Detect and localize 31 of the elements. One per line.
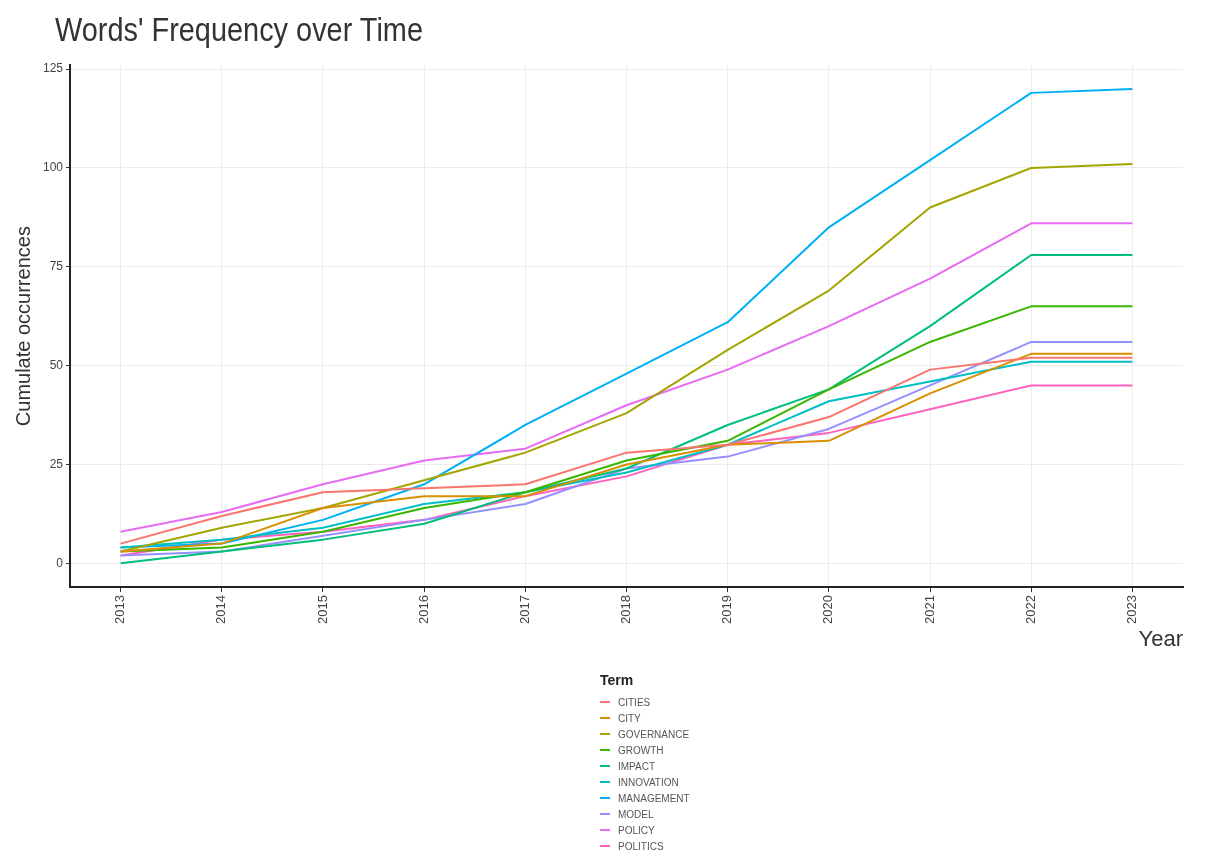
x-tick-label: 2013 xyxy=(112,595,128,624)
legend-title: Term xyxy=(600,672,635,688)
legend-label: CITY xyxy=(618,712,641,724)
legend-label: IMPACT xyxy=(618,760,656,772)
y-axis-title: Cumulate occurrences xyxy=(11,226,34,427)
x-tick-label: 2018 xyxy=(618,595,634,624)
x-tick-label: 2022 xyxy=(1022,595,1038,624)
x-tick-label: 2023 xyxy=(1123,595,1139,624)
x-tick-label: 2014 xyxy=(213,595,229,624)
y-tick-label: 75 xyxy=(49,259,64,274)
legend-label: GOVERNANCE xyxy=(618,728,690,740)
x-tick-label: 2015 xyxy=(314,595,330,624)
y-tick-label: 0 xyxy=(56,555,64,570)
legend-label: MODEL xyxy=(618,808,654,820)
x-tick-label: 2020 xyxy=(820,595,836,624)
legend-label: POLITICS xyxy=(618,840,664,852)
y-tick-label: 100 xyxy=(42,160,64,175)
legend-label: POLICY xyxy=(618,824,655,836)
legend-label: CITIES xyxy=(618,696,651,708)
x-axis-title: Year xyxy=(1138,626,1183,652)
legend-label: MANAGEMENT xyxy=(618,792,690,804)
legend-label: GROWTH xyxy=(618,744,664,756)
legend-label: INNOVATION xyxy=(618,776,679,788)
x-tick-label: 2019 xyxy=(719,595,735,624)
x-tick-label: 2021 xyxy=(921,595,937,624)
y-tick-label: 25 xyxy=(49,456,64,471)
chart-title: Words' Frequency over Time xyxy=(55,10,423,49)
x-tick-label: 2017 xyxy=(516,595,532,624)
y-tick-label: 50 xyxy=(49,357,64,372)
x-tick-label: 2016 xyxy=(415,595,431,624)
y-tick-label: 125 xyxy=(42,61,64,76)
